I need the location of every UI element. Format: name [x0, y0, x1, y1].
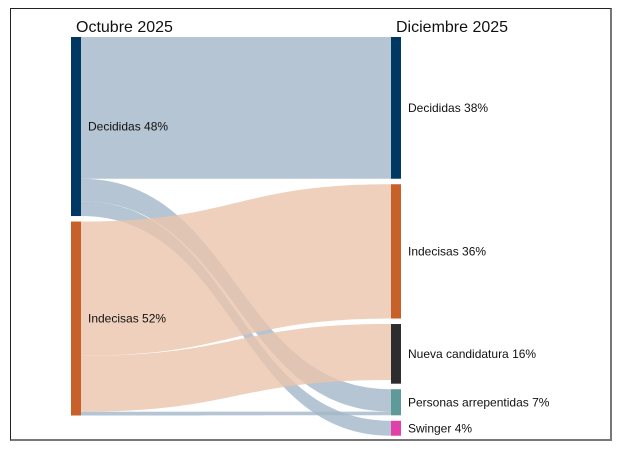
node-dic_decididas[interactable] [391, 37, 401, 179]
node-label-dic_decididas: Decididas 38% [408, 101, 488, 115]
node-label-dic_indecisas: Indecisas 36% [408, 244, 486, 258]
labels-layer: Decididas 48% Indecisas 52% Decididas 38% I… [88, 101, 550, 435]
chart-frame [10, 8, 612, 441]
node-label-dic_swinger: Swinger 4% [408, 421, 472, 435]
node-dic_swinger[interactable] [391, 420, 401, 436]
node-label-oct_indecisas: Indecisas 52% [88, 312, 166, 326]
node-label-dic_arrepentidas: Personas arrepentidas 7% [408, 395, 550, 409]
nodes-layer [71, 37, 401, 436]
node-label-dic_nueva: Nueva candidatura 16% [408, 347, 536, 361]
node-dic_indecisas[interactable] [391, 184, 401, 319]
node-label-oct_decididas: Decididas 48% [88, 120, 168, 134]
link-oct_indecisas-to-dic_arrepentidas[interactable] [81, 411, 391, 416]
link-oct_indecisas-to-dic_indecisas[interactable] [81, 184, 391, 356]
link-oct_indecisas-to-dic_nueva[interactable] [81, 324, 391, 412]
node-dic_nueva[interactable] [391, 324, 401, 384]
column-title-left: Octubre 2025 [76, 19, 173, 36]
node-oct_decididas[interactable] [71, 37, 81, 217]
links-layer [81, 37, 391, 436]
column-title-right: Diciembre 2025 [396, 19, 508, 36]
node-dic_arrepentidas[interactable] [391, 389, 401, 416]
node-oct_indecisas[interactable] [71, 221, 81, 416]
link-oct_decididas-to-dic_decididas[interactable] [81, 37, 391, 179]
